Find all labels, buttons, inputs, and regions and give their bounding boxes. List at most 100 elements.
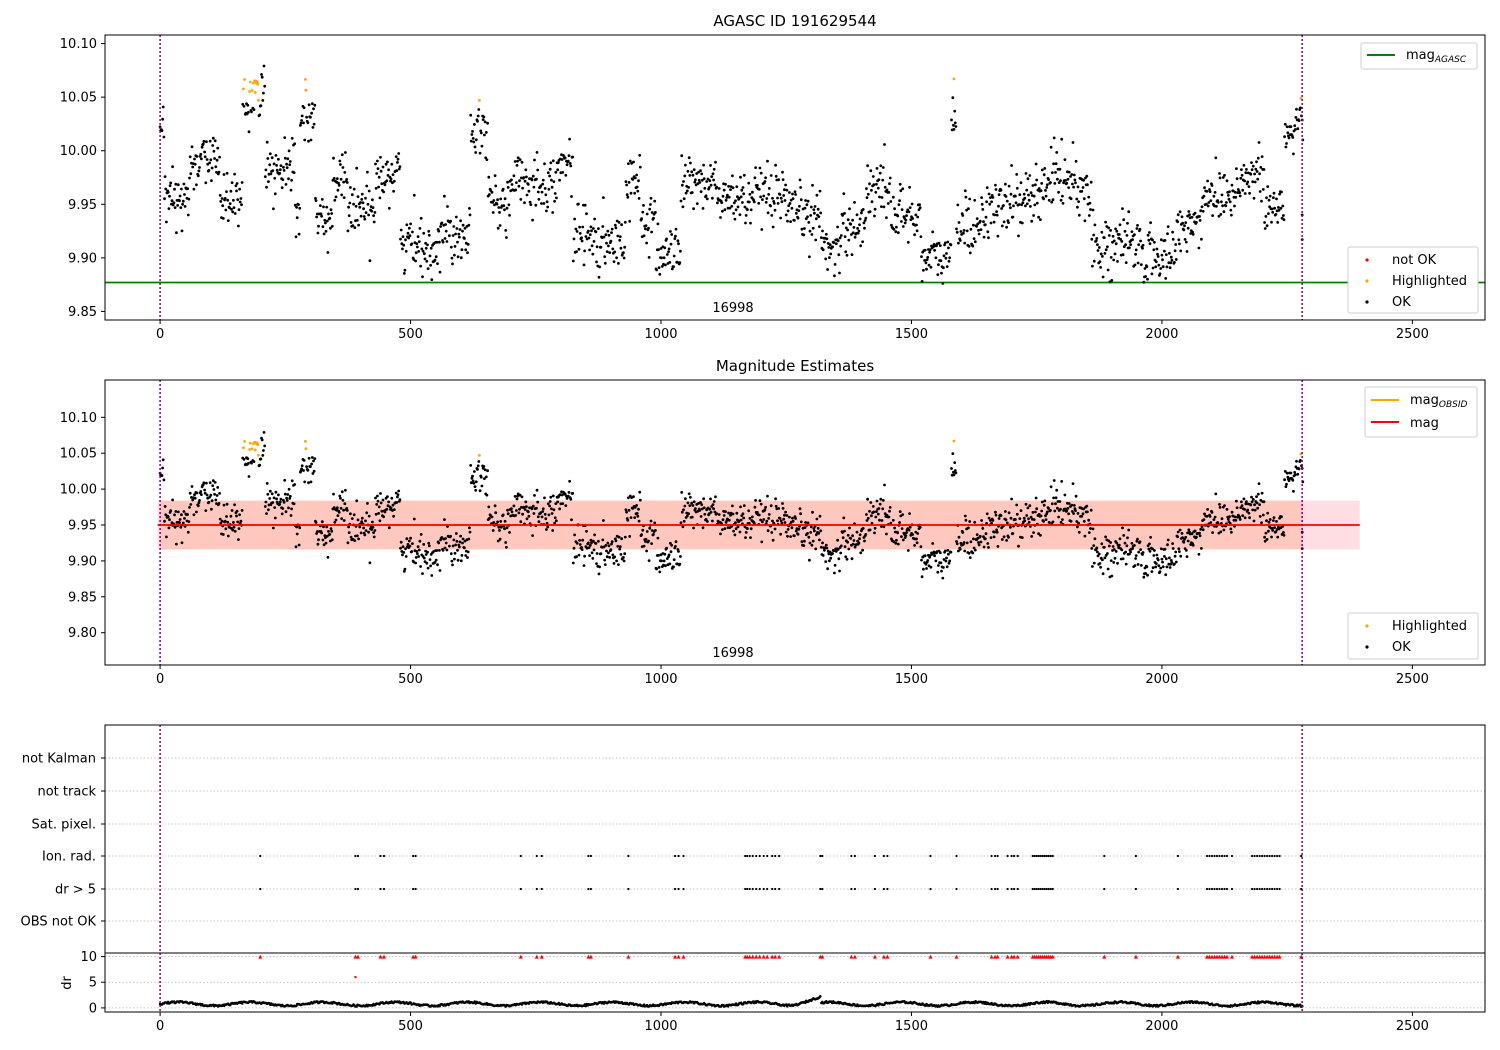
ok-point xyxy=(566,494,570,498)
ok-point xyxy=(581,225,585,229)
ok-point xyxy=(748,516,752,520)
ok-point xyxy=(1040,500,1044,504)
ok-point xyxy=(530,507,534,511)
ok-point xyxy=(419,216,423,220)
ok-point xyxy=(1096,243,1099,247)
ok-point xyxy=(1063,158,1067,162)
ok-point xyxy=(207,500,211,504)
ok-point xyxy=(844,226,848,230)
ok-point xyxy=(962,541,966,544)
ok-point xyxy=(774,497,777,501)
ok-point xyxy=(1287,136,1291,140)
ok-point xyxy=(490,515,494,519)
ok-point xyxy=(969,540,973,544)
ok-point xyxy=(300,119,303,122)
ok-point xyxy=(875,510,878,513)
x-tick-label: 500 xyxy=(398,327,423,342)
ok-point xyxy=(402,243,406,247)
ok-point xyxy=(1059,198,1063,202)
ok-point xyxy=(414,561,417,565)
dr-point xyxy=(819,995,822,998)
ok-point xyxy=(865,196,869,200)
ok-point xyxy=(1069,175,1072,178)
ok-point xyxy=(168,184,172,188)
ok-point xyxy=(1018,193,1022,197)
ok-point xyxy=(844,250,848,254)
ok-point xyxy=(359,531,363,535)
ok-point xyxy=(1201,528,1205,532)
dr-gt5-flag-point xyxy=(821,887,824,891)
ok-point xyxy=(440,221,444,225)
ok-point xyxy=(885,532,888,536)
ok-point xyxy=(1043,167,1047,170)
ok-point xyxy=(1143,267,1147,270)
ok-point xyxy=(891,195,895,199)
ok-point xyxy=(176,183,180,187)
dr-gt5-flag-point xyxy=(746,887,749,891)
x-tick-label: 2500 xyxy=(1396,672,1429,687)
ok-point xyxy=(925,258,929,262)
ok-point xyxy=(1250,168,1254,172)
ok-point xyxy=(947,259,951,263)
ok-point xyxy=(1225,507,1229,511)
ok-point xyxy=(957,535,961,539)
ok-point xyxy=(598,265,601,269)
ok-point xyxy=(362,207,365,211)
ok-point xyxy=(443,518,446,521)
ion-rad-flag-point xyxy=(1220,854,1224,858)
ok-point xyxy=(1250,500,1254,504)
ok-point xyxy=(377,505,381,509)
ok-point xyxy=(505,526,509,530)
ok-point xyxy=(669,230,672,233)
ok-point xyxy=(991,519,995,522)
ok-point xyxy=(518,179,521,183)
ok-point xyxy=(690,191,694,194)
ok-point xyxy=(829,556,833,560)
ok-point xyxy=(1107,544,1111,548)
ok-point xyxy=(821,229,824,233)
ok-point xyxy=(687,156,691,160)
ok-point xyxy=(1251,164,1255,168)
ok-point xyxy=(677,550,680,553)
ok-point xyxy=(189,172,193,176)
ok-point xyxy=(1071,182,1074,186)
ok-point xyxy=(285,499,289,502)
ok-point xyxy=(637,519,641,523)
ok-point xyxy=(258,463,262,467)
ok-point xyxy=(512,174,516,178)
ok-point xyxy=(864,216,868,220)
ok-point xyxy=(1032,531,1035,534)
ok-point xyxy=(571,155,575,159)
ok-point xyxy=(856,231,860,235)
ok-point xyxy=(617,262,620,265)
ok-point xyxy=(638,490,642,494)
ok-point xyxy=(332,156,335,160)
ok-point xyxy=(378,519,382,523)
ok-point xyxy=(472,481,476,485)
ok-point xyxy=(599,245,603,249)
ok-point xyxy=(1217,214,1221,218)
ok-point xyxy=(1075,520,1079,523)
ok-point xyxy=(189,503,193,506)
ok-point xyxy=(776,196,779,200)
ok-point xyxy=(1025,188,1029,192)
ok-point xyxy=(1097,552,1101,556)
ok-point xyxy=(1004,182,1007,186)
ok-point xyxy=(645,530,649,533)
ok-point xyxy=(181,199,185,203)
ok-point xyxy=(1080,189,1084,193)
ion-rad-flag-point xyxy=(1051,854,1054,858)
ok-point xyxy=(1146,277,1149,281)
ok-point xyxy=(417,555,421,558)
ok-point xyxy=(1191,543,1195,547)
ok-point xyxy=(180,187,183,191)
ok-point xyxy=(863,226,866,230)
dr-gt5-flag-point xyxy=(1045,887,1048,891)
ok-point xyxy=(700,503,704,506)
ok-point xyxy=(819,236,823,240)
ok-point xyxy=(810,233,814,236)
ok-point xyxy=(515,181,518,185)
ok-point xyxy=(1047,507,1050,510)
ok-point xyxy=(371,206,375,210)
ok-point xyxy=(416,545,420,549)
